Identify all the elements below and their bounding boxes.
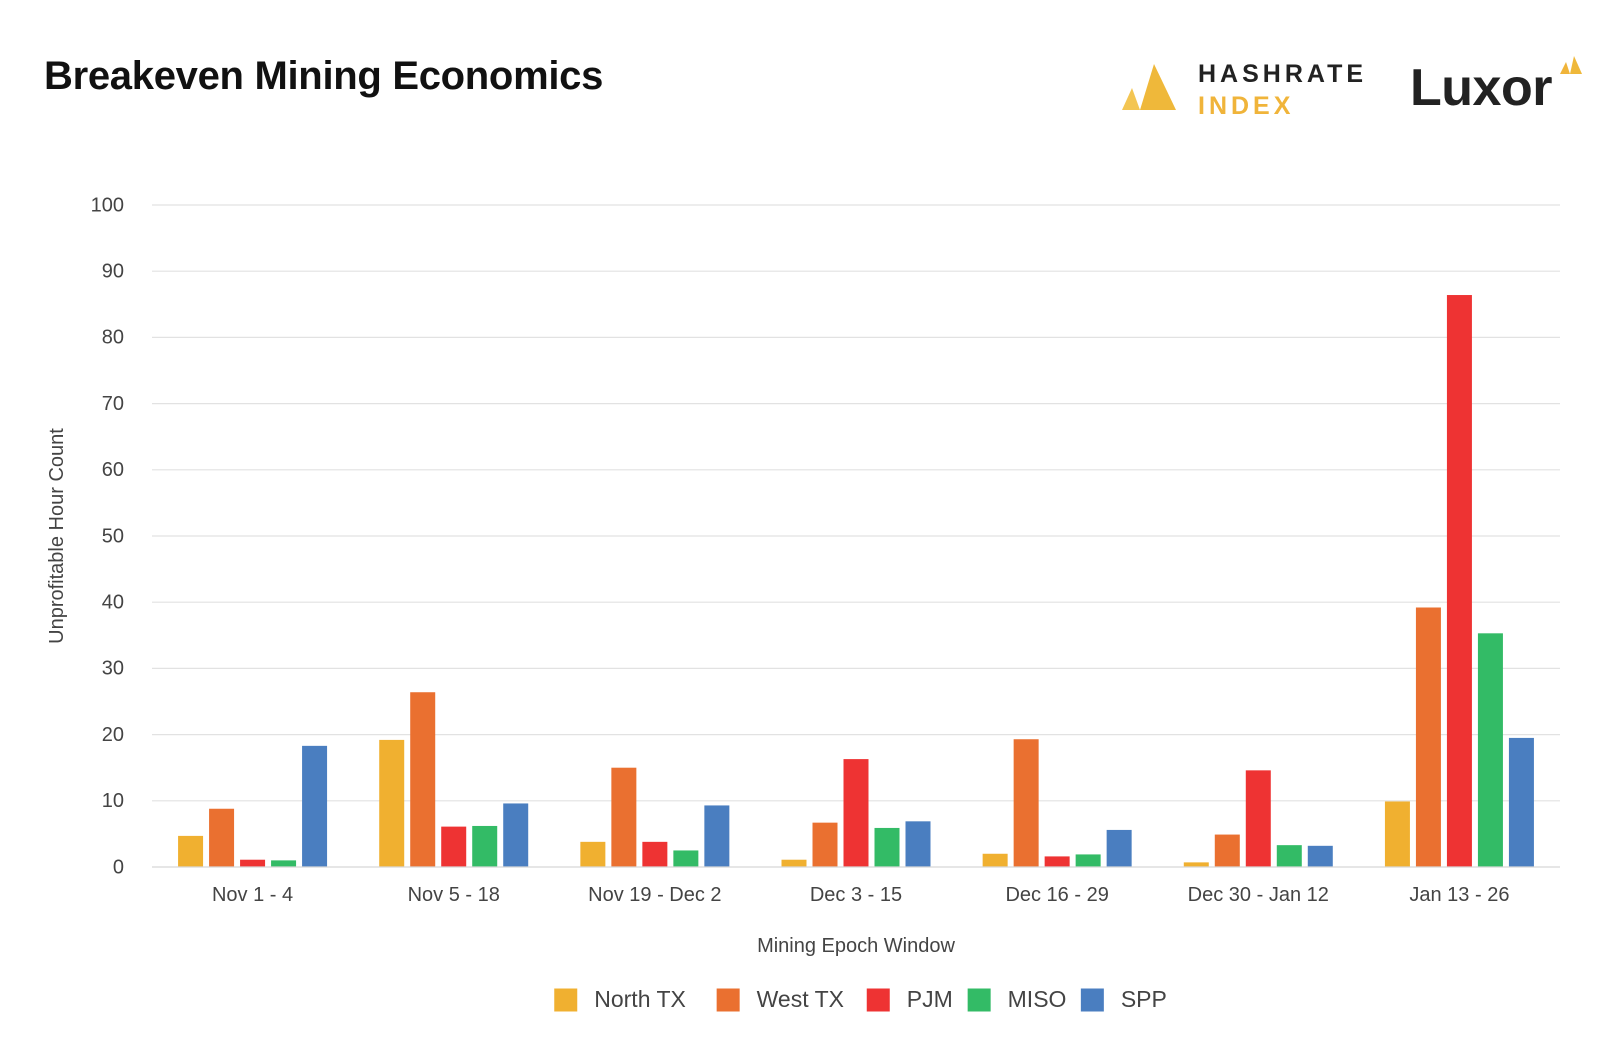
bar-pjm-1 <box>441 826 467 867</box>
bar-north-tx-6 <box>1384 801 1410 867</box>
hashrate-index-logo-text-2: INDEX <box>1198 92 1295 120</box>
bar-north-tx-2 <box>580 841 606 867</box>
bar-spp-4 <box>1106 829 1132 867</box>
bar-pjm-4 <box>1044 856 1070 867</box>
bar-west-tx-4 <box>1013 739 1039 867</box>
bar-miso-1 <box>472 825 498 867</box>
bar-miso-0 <box>271 860 297 867</box>
legend-swatch-west-tx <box>716 988 740 1012</box>
luxor-logo: Luxor <box>1410 59 1552 117</box>
x-axis-label: Mining Epoch Window <box>757 935 955 957</box>
bar-north-tx-0 <box>178 835 204 867</box>
bar-spp-3 <box>905 821 931 867</box>
grid-lines <box>152 204 1560 802</box>
y-tick-label: 80 <box>102 327 124 349</box>
legend: North TX West TX PJM MISO SPP <box>554 986 1167 1012</box>
bar-pjm-3 <box>843 759 869 867</box>
x-tick-label: Nov 19 - Dec 2 <box>588 884 721 906</box>
bar-north-tx-4 <box>982 853 1008 867</box>
y-tick-label: 0 <box>113 856 124 878</box>
legend-swatch-pjm <box>866 988 890 1012</box>
bar-west-tx-6 <box>1415 607 1441 867</box>
bar-spp-5 <box>1307 845 1333 867</box>
x-tick-label: Nov 1 - 4 <box>212 884 293 906</box>
y-tick-label: 20 <box>102 724 124 746</box>
bar-pjm-2 <box>642 841 668 867</box>
bar-miso-6 <box>1477 633 1503 867</box>
bar-north-tx-3 <box>781 859 807 867</box>
bar-west-tx-3 <box>812 822 838 867</box>
legend-label-pjm: PJM <box>907 986 953 1012</box>
legend-label-west-tx: West TX <box>757 986 844 1012</box>
legend-label-north-tx: North TX <box>594 986 686 1012</box>
y-tick-label: 40 <box>102 591 124 613</box>
bar-west-tx-2 <box>611 767 637 867</box>
bars <box>178 295 1534 868</box>
x-tick-label: Jan 13 - 26 <box>1409 884 1509 906</box>
y-tick-label: 60 <box>102 459 124 481</box>
bar-north-tx-1 <box>379 739 405 867</box>
bar-miso-4 <box>1075 854 1101 867</box>
bar-miso-2 <box>673 850 699 867</box>
bar-north-tx-5 <box>1183 862 1209 867</box>
x-tick-label: Dec 16 - 29 <box>1005 884 1108 906</box>
x-tick-label: Dec 30 - Jan 12 <box>1188 884 1329 906</box>
legend-swatch-miso <box>967 988 991 1012</box>
hashrate-index-logo: HASHRATE INDEX <box>1118 56 1363 126</box>
legend-label-spp: SPP <box>1121 986 1167 1012</box>
legend-swatch-north-tx <box>554 988 578 1012</box>
chart-title: Breakeven Mining Economics <box>44 54 604 98</box>
bar-west-tx-1 <box>410 692 436 867</box>
legend-label-miso: MISO <box>1008 986 1067 1012</box>
legend-swatch-spp <box>1080 988 1104 1012</box>
y-axis-label: Unprofitable Hour Count <box>46 428 68 644</box>
y-tick-label: 30 <box>102 658 124 680</box>
bar-west-tx-0 <box>209 808 235 867</box>
bar-miso-3 <box>874 827 900 867</box>
hashrate-index-logo-icon <box>1122 64 1176 110</box>
bar-spp-1 <box>503 803 529 867</box>
bar-pjm-0 <box>240 859 266 867</box>
bar-miso-5 <box>1276 845 1302 867</box>
bar-spp-2 <box>704 805 730 867</box>
bar-pjm-5 <box>1245 770 1271 867</box>
y-tick-label: 10 <box>102 790 124 812</box>
y-tick-label: 50 <box>102 525 124 547</box>
bar-spp-0 <box>302 745 328 867</box>
bar-spp-6 <box>1508 737 1534 867</box>
luxor-logo-icon <box>1560 56 1582 74</box>
y-axis-ticks: 0 10 20 30 40 50 60 70 80 90 100 <box>91 194 124 878</box>
bar-west-tx-5 <box>1214 834 1240 867</box>
x-tick-label: Dec 3 - 15 <box>810 884 902 906</box>
hashrate-index-logo-text-1: HASHRATE <box>1198 60 1368 88</box>
y-tick-label: 100 <box>91 194 124 216</box>
x-tick-label: Nov 5 - 18 <box>408 884 500 906</box>
x-axis-ticks: Nov 1 - 4 Nov 5 - 18 Nov 19 - Dec 2 Dec 3 -… <box>212 884 1509 906</box>
y-tick-label: 90 <box>102 260 124 282</box>
y-tick-label: 70 <box>102 393 124 415</box>
bar-pjm-6 <box>1446 295 1472 868</box>
